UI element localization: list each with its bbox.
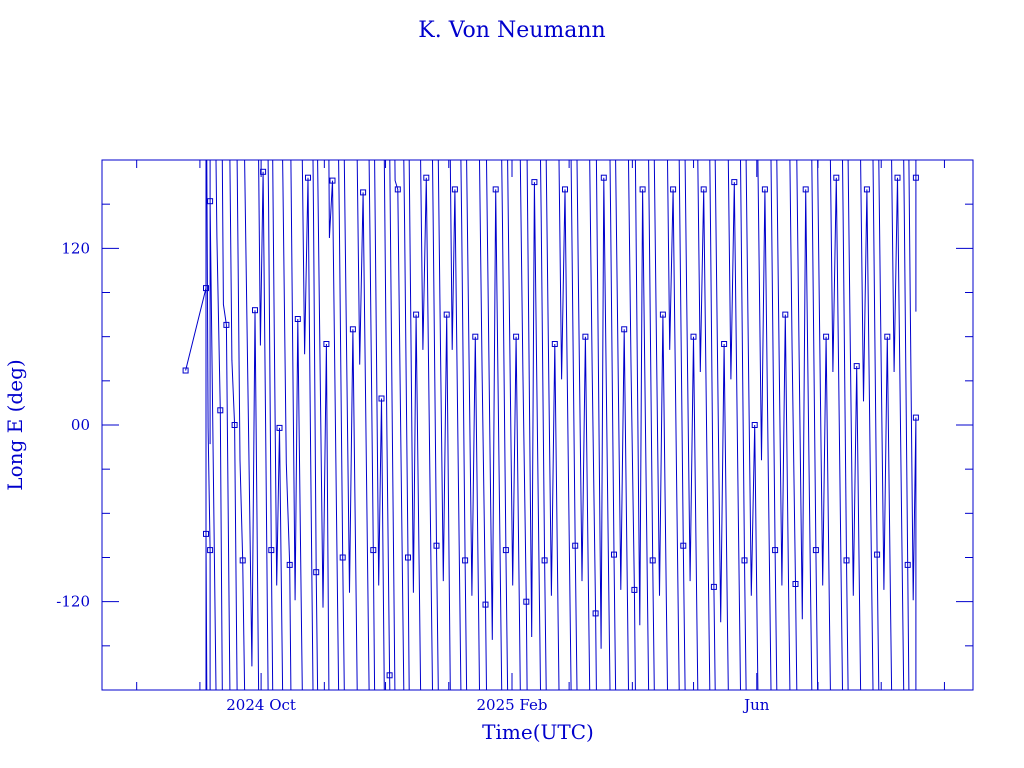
data-point [323, 341, 330, 347]
data-point [912, 174, 919, 181]
data-point [802, 186, 809, 193]
data-point [182, 367, 189, 374]
data-point [562, 186, 568, 193]
data-point [541, 557, 548, 564]
data-point [394, 186, 401, 193]
data-point [863, 186, 870, 193]
data-point [260, 168, 267, 175]
data-point [405, 554, 411, 561]
data-point [502, 547, 509, 554]
data-point [649, 557, 656, 564]
data-point [203, 285, 209, 292]
data-point [611, 551, 617, 558]
data-point [621, 326, 628, 333]
data-point [721, 341, 728, 347]
data-point [413, 311, 420, 318]
data-point [370, 547, 377, 554]
data-point [203, 530, 209, 537]
y-tick-label: 00 [71, 416, 90, 434]
data-point [223, 321, 230, 328]
data-point [659, 311, 666, 318]
data-point [268, 547, 275, 554]
data-point [286, 561, 293, 568]
data-point [276, 424, 283, 431]
data-point [874, 551, 881, 558]
data-point [853, 363, 860, 370]
data-point [513, 333, 520, 340]
x-tick-label: 2025 Feb [476, 696, 547, 714]
data-point [252, 307, 258, 314]
data-point [680, 542, 687, 549]
y-tick-label: 120 [61, 239, 90, 257]
data-point [462, 557, 469, 564]
data-point [592, 610, 599, 617]
x-tick-label: 2024 Oct [226, 696, 296, 714]
data-point [582, 333, 589, 340]
data-point [217, 407, 224, 414]
data-point [339, 554, 346, 561]
data-point [207, 547, 214, 554]
data-point [741, 557, 748, 564]
data-point [894, 174, 901, 181]
data-point [772, 547, 779, 554]
data-point [731, 179, 738, 186]
data-point [639, 186, 646, 193]
data-point [690, 333, 697, 340]
data-point [313, 569, 320, 576]
data-point [305, 174, 311, 181]
data-point [378, 395, 385, 402]
series-markers [182, 168, 919, 679]
data-point [843, 557, 850, 564]
data-point [433, 542, 440, 549]
data-point [482, 601, 489, 608]
data-point [451, 186, 458, 193]
data-point [472, 333, 479, 340]
data-point [812, 547, 819, 554]
plot-area [182, 160, 919, 690]
data-point [231, 422, 238, 428]
chart-title: K. Von Neumann [418, 18, 605, 43]
axis-ticks [102, 160, 973, 690]
data-point [912, 414, 919, 421]
axis-tick-labels: 120 00 -120 2024 Oct 2025 Feb Jun [56, 239, 769, 714]
data-point [572, 542, 579, 549]
data-point [670, 186, 677, 193]
data-point [423, 174, 430, 181]
y-axis-label: Long E (deg) [3, 359, 27, 490]
data-point [600, 174, 607, 181]
x-axis-label: Time(UTC) [482, 720, 594, 744]
data-point [386, 672, 393, 679]
data-point [782, 311, 789, 318]
data-point [239, 557, 246, 564]
data-point [631, 586, 638, 593]
data-point [329, 177, 336, 184]
y-tick-label: -120 [56, 593, 90, 611]
data-point [551, 341, 558, 347]
data-point [492, 186, 499, 193]
x-tick-label: Jun [742, 696, 770, 714]
data-point [360, 189, 367, 196]
data-point [751, 422, 758, 428]
series-lines [185, 160, 917, 690]
data-point [294, 316, 301, 322]
data-point [904, 561, 911, 568]
data-point [443, 311, 450, 318]
data-point [349, 326, 356, 333]
data-point [523, 598, 530, 605]
data-point [833, 174, 840, 181]
data-point [207, 198, 214, 205]
data-point [823, 333, 830, 340]
data-point [700, 186, 707, 193]
series-line-0 [185, 160, 917, 690]
data-point [792, 581, 799, 587]
data-point [761, 186, 768, 193]
data-point [884, 333, 891, 340]
data-point [531, 179, 538, 186]
data-point [710, 583, 717, 590]
